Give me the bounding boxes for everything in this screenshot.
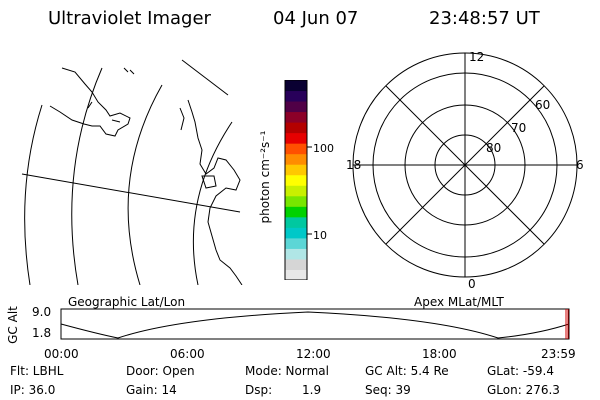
mlt-label-6: 6 (576, 158, 584, 172)
colorbar-band (285, 143, 307, 155)
lon-grid-line (181, 59, 229, 96)
dsp-label: Dsp: (245, 383, 273, 397)
lon-grid-line (21, 173, 241, 213)
colorbar-band (285, 122, 307, 134)
mlt-label-18: 18 (346, 158, 361, 172)
mode-status: Mode: Normal (245, 364, 329, 378)
dsp-value: 1.9 (302, 383, 322, 397)
x-tick-1800: 18:00 (422, 347, 457, 361)
coastline (187, 99, 243, 285)
colorbar-band (285, 185, 307, 197)
colorbar-band (285, 111, 307, 123)
lat-grid-line (192, 121, 233, 285)
geographic-map (21, 59, 243, 285)
colorbar-band (285, 206, 307, 218)
y-tick-high: 9.0 (32, 305, 52, 319)
y-tick-low: 1.8 (32, 326, 52, 340)
lat-label-70: 70 (511, 121, 526, 135)
colorbar-label-holder: photon cm⁻²s⁻¹ (250, 80, 272, 280)
colorbar-band (285, 174, 307, 186)
colorbar-band (285, 80, 307, 92)
geographic-label: Geographic Lat/Lon (68, 295, 186, 309)
colorbar-band (285, 227, 307, 239)
gc-alt-status: GC Alt: 5.4 Re (365, 364, 449, 378)
altitude-timeline (60, 308, 570, 340)
colorbar-band (285, 132, 307, 144)
x-tick-1200: 12:00 (296, 347, 331, 361)
x-tick-2359: 23:59 (541, 347, 576, 361)
colorbar-band (285, 216, 307, 228)
apex-label: Apex MLat/MLT (414, 295, 504, 309)
colorbar-band (285, 269, 307, 280)
date-label: 04 Jun 07 (273, 8, 359, 29)
lat-label-60: 60 (535, 98, 550, 112)
colorbar-band (285, 237, 307, 249)
gc-alt-axis-title: GC Alt (5, 306, 20, 344)
lat-grid-line (24, 104, 43, 285)
x-tick-0000: 00:00 (44, 347, 79, 361)
mlt-label-12: 12 (469, 50, 484, 64)
x-tick-0600: 06:00 (170, 347, 205, 361)
gain-status: Gain: 14 (126, 383, 177, 397)
filter-status: Flt: LBHL (10, 364, 64, 378)
coastline (123, 67, 135, 75)
colorbar-frame (284, 80, 308, 280)
colorbar-band (285, 101, 307, 113)
glon-status: GLon: 276.3 (487, 383, 560, 397)
door-status: Door: Open (126, 364, 195, 378)
colorbar: 100 10 (284, 80, 334, 280)
colorbar-band (285, 258, 307, 270)
colorbar-band (285, 248, 307, 260)
timeline-frame (60, 308, 570, 340)
colorbar-band (285, 153, 307, 165)
mlt-label-0: 0 (468, 277, 476, 290)
lat-grid-line (127, 84, 163, 285)
glat-status: GLat: -59.4 (487, 364, 554, 378)
colorbar-tick-label: 10 (313, 229, 327, 242)
lat-label-80: 80 (486, 141, 501, 155)
seq-status: Seq: 39 (365, 383, 411, 397)
altitude-curve (60, 311, 570, 339)
colorbar-tick-label: 100 (313, 142, 334, 155)
colorbar-band (285, 164, 307, 176)
polar-diagonal (385, 85, 545, 245)
coastline (49, 67, 131, 137)
colorbar-band (285, 195, 307, 207)
polar-plot: 12 18 6 0 60 70 80 (346, 50, 584, 290)
time-label: 23:48:57 UT (429, 8, 540, 29)
coastline (179, 107, 217, 189)
instrument-title: Ultraviolet Imager (48, 8, 211, 29)
colorbar-label: photon cm⁻²s⁻¹ (258, 130, 272, 224)
colorbar-band (285, 90, 307, 102)
ip-status: IP: 36.0 (10, 383, 56, 397)
